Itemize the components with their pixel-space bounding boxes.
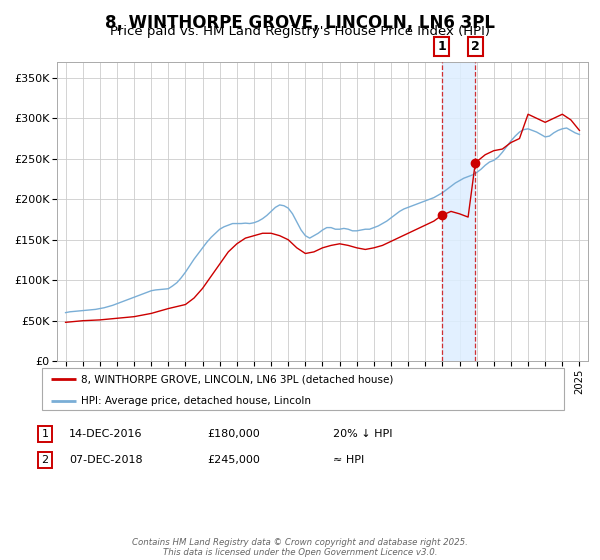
Text: 2: 2 [471, 40, 479, 53]
Text: Contains HM Land Registry data © Crown copyright and database right 2025.
This d: Contains HM Land Registry data © Crown c… [132, 538, 468, 557]
Text: 14-DEC-2016: 14-DEC-2016 [69, 429, 143, 439]
Text: £180,000: £180,000 [207, 429, 260, 439]
Text: 8, WINTHORPE GROVE, LINCOLN, LN6 3PL (detached house): 8, WINTHORPE GROVE, LINCOLN, LN6 3PL (de… [81, 374, 394, 384]
Text: 07-DEC-2018: 07-DEC-2018 [69, 455, 143, 465]
Text: 1: 1 [41, 429, 49, 439]
Text: 8, WINTHORPE GROVE, LINCOLN, LN6 3PL: 8, WINTHORPE GROVE, LINCOLN, LN6 3PL [105, 14, 495, 32]
Text: 20% ↓ HPI: 20% ↓ HPI [333, 429, 392, 439]
Text: Price paid vs. HM Land Registry's House Price Index (HPI): Price paid vs. HM Land Registry's House … [110, 25, 490, 38]
Text: 1: 1 [437, 40, 446, 53]
Text: £245,000: £245,000 [207, 455, 260, 465]
Bar [442, 62, 475, 361]
Text: HPI: Average price, detached house, Lincoln: HPI: Average price, detached house, Linc… [81, 396, 311, 405]
Text: 2: 2 [41, 455, 49, 465]
Text: ≈ HPI: ≈ HPI [333, 455, 364, 465]
